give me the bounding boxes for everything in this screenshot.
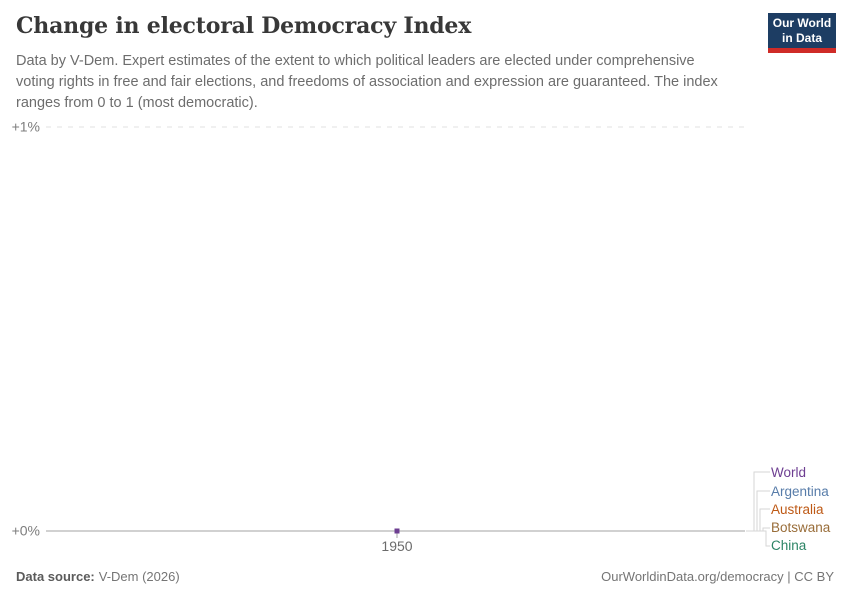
chart-footer: Data source: V-Dem (2026) OurWorldinData.… <box>16 569 834 584</box>
data-source-line[interactable]: Data source: V-Dem (2026) <box>16 569 180 584</box>
owid-logo[interactable]: Our World in Data <box>768 13 836 53</box>
data-source-label: Data source: <box>16 569 95 584</box>
legend-label-china[interactable]: China <box>771 538 807 553</box>
attribution-link[interactable]: OurWorldinData.org/democracy | CC BY <box>601 569 834 584</box>
x-axis-tick-label: 1950 <box>381 538 412 554</box>
legend-connector-argentina <box>746 490 770 532</box>
data-source-value[interactable]: V-Dem (2026) <box>98 569 180 584</box>
legend-connector-china <box>746 530 770 547</box>
y-axis-label-top: +1% <box>12 119 40 135</box>
data-point-world-1950[interactable] <box>394 528 400 534</box>
legend-label-world[interactable]: World <box>771 465 806 480</box>
legend-label-botswana[interactable]: Botswana <box>771 520 831 535</box>
chart-title: Change in electoral Democracy Index <box>16 13 472 39</box>
owid-logo-line2: in Data <box>781 30 822 45</box>
legend-connector-world <box>746 471 770 532</box>
legend-label-australia[interactable]: Australia <box>771 502 824 517</box>
chart-subtitle: Data by V-Dem. Expert estimates of the e… <box>16 53 718 111</box>
legend-label-argentina[interactable]: Argentina <box>771 484 829 499</box>
owid-logo-line1: Our World <box>772 15 832 30</box>
y-axis-label-zero: +0% <box>12 523 40 539</box>
